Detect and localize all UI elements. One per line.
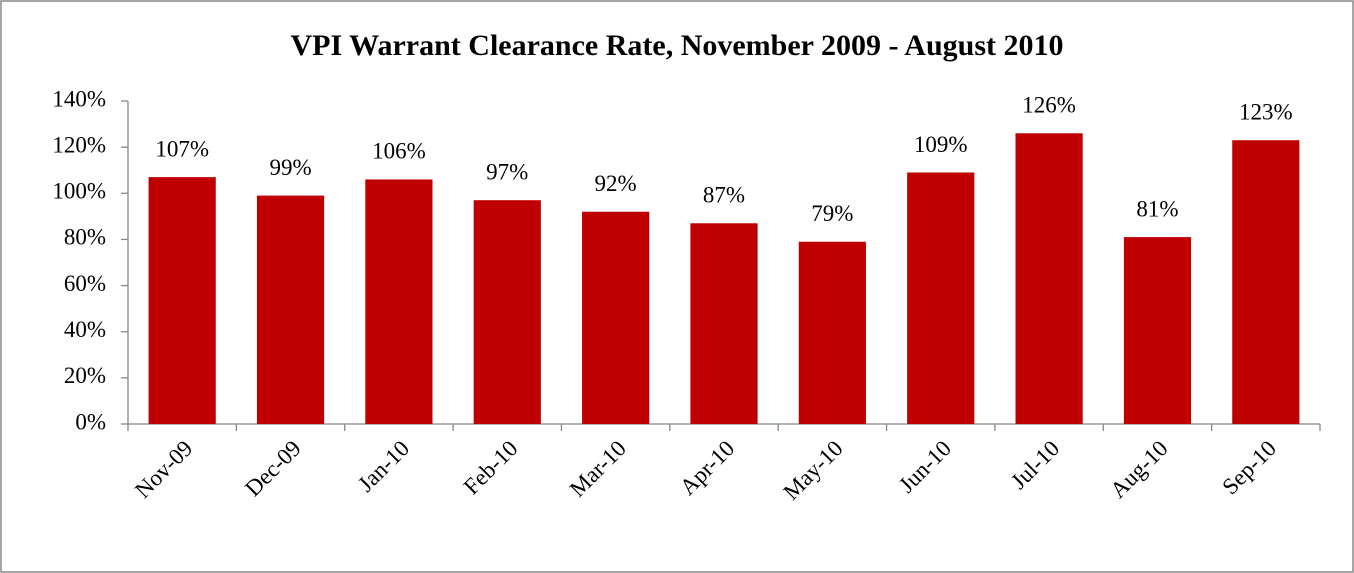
data-label: 79% (811, 201, 853, 226)
y-tick-label: 0% (75, 409, 106, 434)
bar (907, 172, 975, 424)
bar (473, 200, 541, 424)
data-label: 87% (703, 183, 745, 208)
data-label: 123% (1239, 100, 1293, 125)
y-tick-label: 100% (52, 179, 106, 204)
bar (1123, 237, 1192, 424)
chart-title: VPI Warrant Clearance Rate, November 200… (291, 29, 1064, 62)
y-tick-label: 120% (52, 132, 106, 157)
data-label: 99% (269, 155, 311, 180)
bar (365, 179, 433, 424)
data-label: 107% (155, 136, 209, 161)
bar (798, 241, 866, 424)
y-tick-label: 60% (64, 271, 106, 296)
bar (1015, 133, 1083, 425)
bar (148, 177, 216, 424)
bar (690, 223, 758, 424)
y-tick-label: 40% (64, 317, 106, 342)
data-label: 106% (372, 139, 426, 164)
data-label: 126% (1022, 93, 1076, 118)
data-label: 97% (486, 159, 528, 184)
bar (256, 195, 325, 424)
y-tick-label: 20% (64, 363, 106, 388)
data-label: 92% (595, 171, 637, 196)
y-tick-label: 80% (64, 225, 106, 250)
data-label: 81% (1136, 196, 1178, 221)
bar (1232, 140, 1300, 424)
data-label: 109% (914, 132, 968, 157)
y-tick-label: 140% (52, 86, 106, 111)
bar (582, 211, 650, 424)
